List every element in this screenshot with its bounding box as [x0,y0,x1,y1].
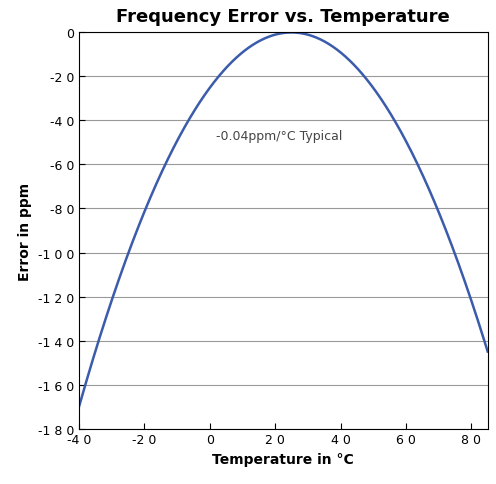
Title: Frequency Error vs. Temperature: Frequency Error vs. Temperature [117,8,450,26]
Text: -0.04ppm/°C Typical: -0.04ppm/°C Typical [216,130,343,143]
Y-axis label: Error in ppm: Error in ppm [18,182,32,280]
X-axis label: Temperature in °C: Temperature in °C [212,452,354,466]
